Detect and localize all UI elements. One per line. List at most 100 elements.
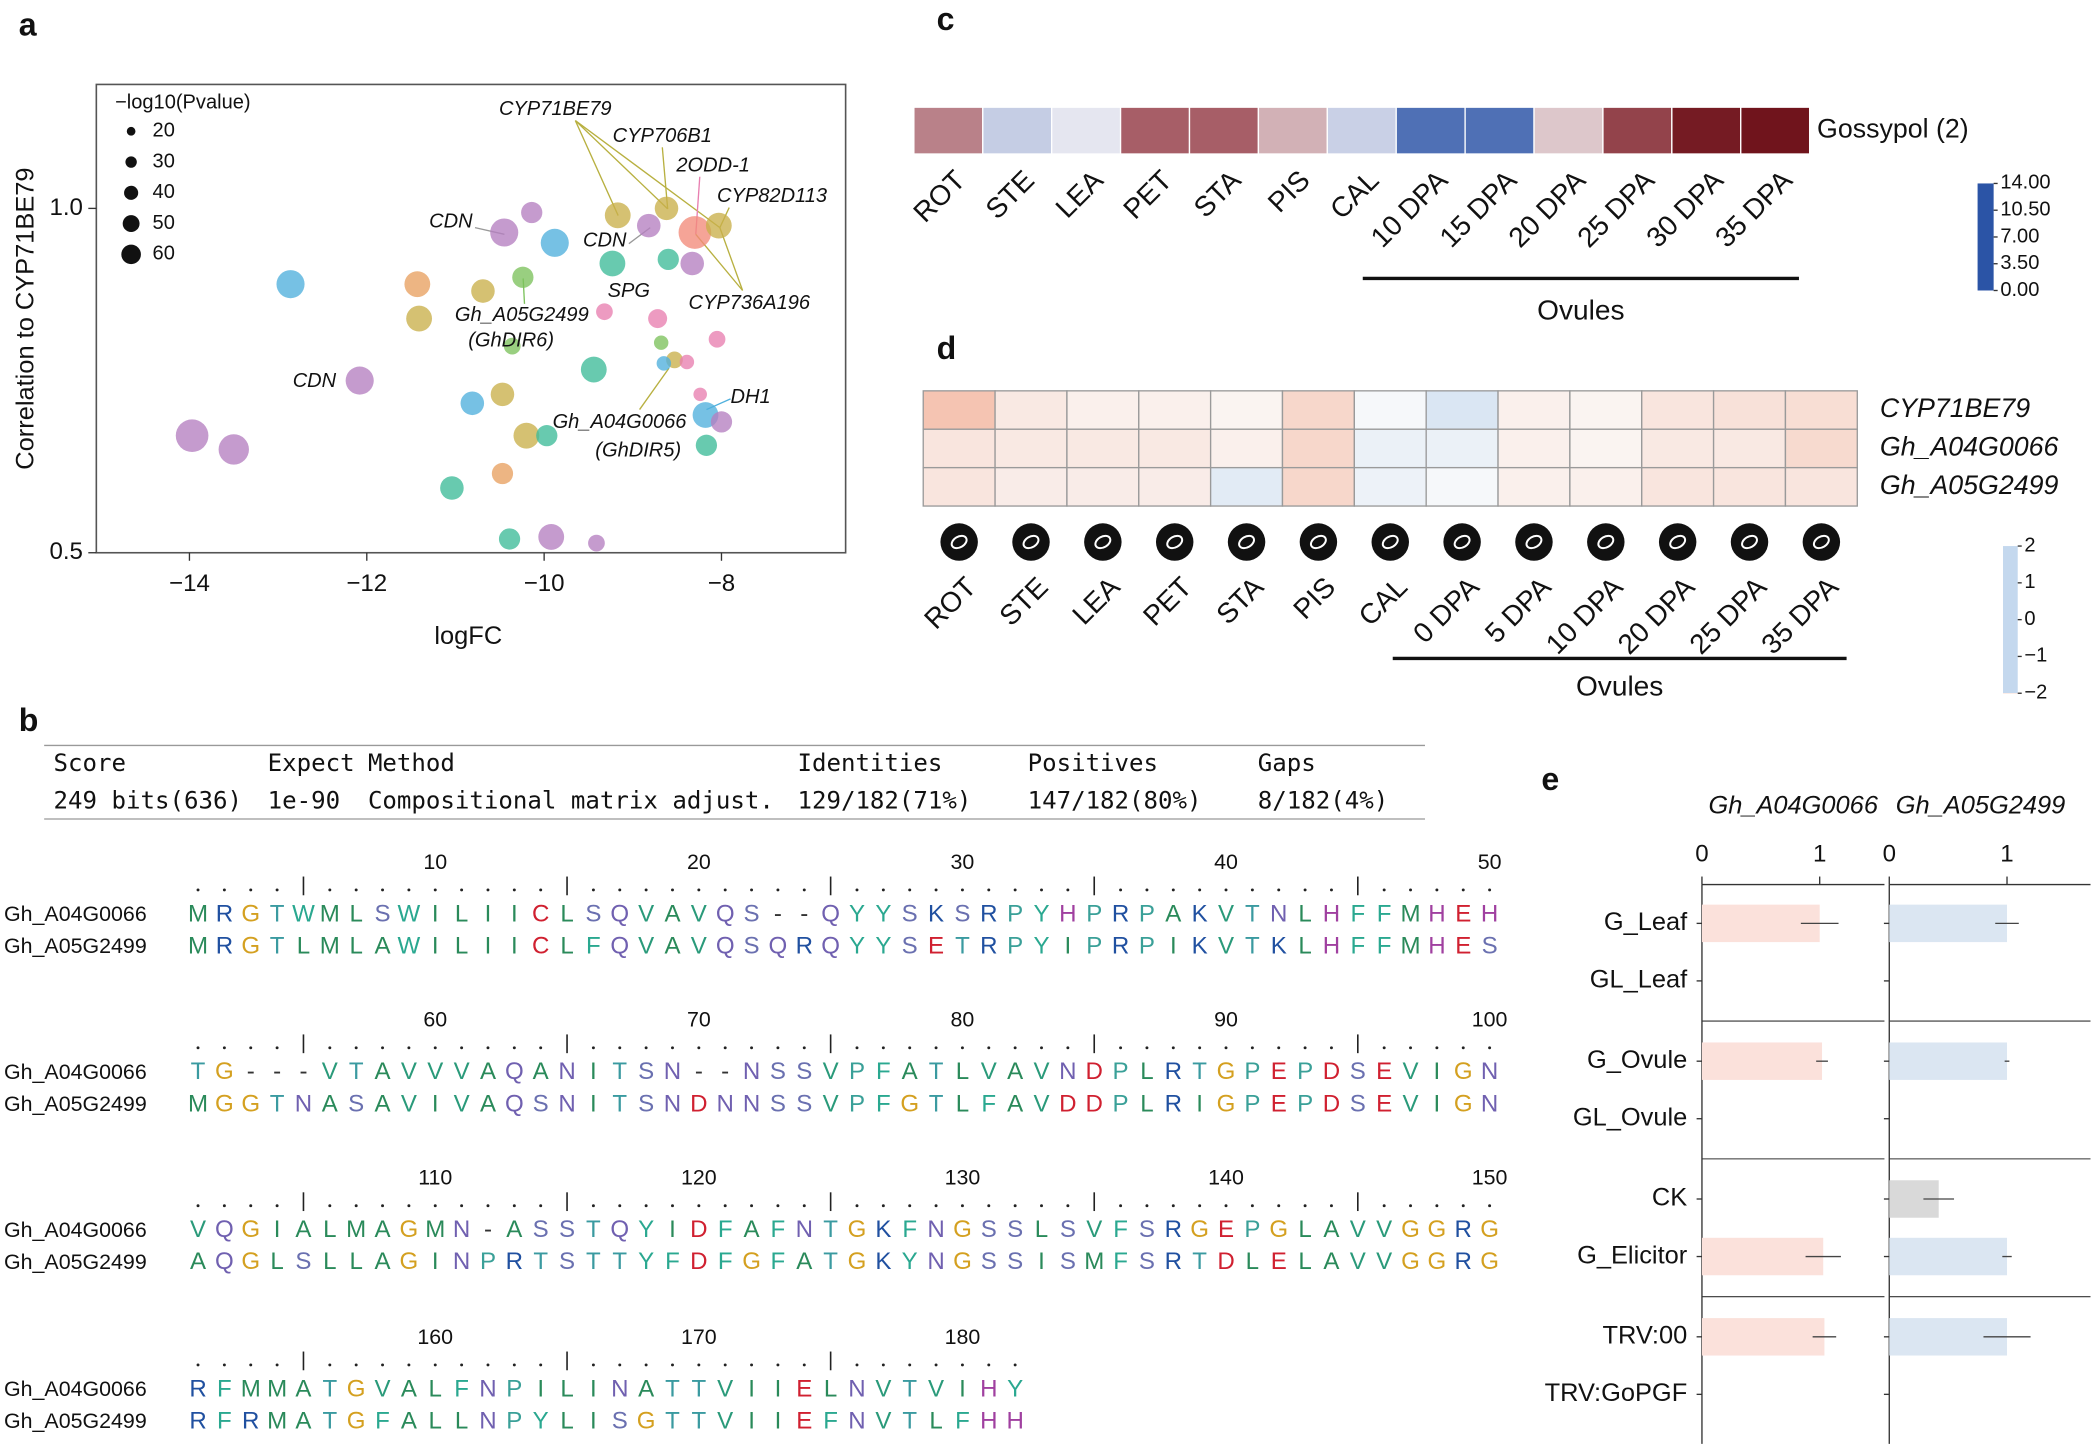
ruler-number: 150 <box>1472 1166 1508 1190</box>
residue: V <box>401 1091 417 1118</box>
residue: S <box>1139 1249 1155 1276</box>
residue: V <box>823 1059 839 1086</box>
ruler-dot <box>960 888 964 892</box>
ruler-dot <box>987 1046 991 1050</box>
residue: L <box>560 901 573 928</box>
ruler-dot <box>1382 1046 1386 1050</box>
ruler-dot <box>196 1046 200 1050</box>
bubble <box>490 382 515 407</box>
residue: S <box>902 901 918 928</box>
residue: A <box>295 1216 312 1243</box>
residue: D <box>690 1249 707 1276</box>
bubble <box>636 213 661 238</box>
residue: L <box>429 1408 442 1435</box>
residue: P <box>1113 1091 1129 1118</box>
ruler-dot <box>512 1204 516 1208</box>
tissue-icon-detail <box>1309 534 1327 550</box>
residue: R <box>1165 1249 1182 1276</box>
tissue-icon <box>1515 523 1553 561</box>
residue: S <box>295 1249 311 1276</box>
residue: F <box>1377 933 1392 960</box>
tissue-icon <box>1299 523 1338 561</box>
column-label: PET <box>1117 164 1178 225</box>
ruler-dot <box>644 1204 648 1208</box>
residue: A <box>375 1059 392 1086</box>
residue: S <box>770 1091 786 1118</box>
ruler-dot <box>934 1363 938 1367</box>
ruler-dot <box>697 1204 701 1208</box>
residue: Q <box>610 933 629 960</box>
residue: M <box>188 933 208 960</box>
residue: H <box>1323 901 1340 928</box>
ruler-dot <box>328 888 332 892</box>
x-axis-label: logFC <box>434 622 502 650</box>
ruler-dot <box>460 1363 464 1367</box>
residue: M <box>346 1216 366 1243</box>
residue: E <box>1218 1216 1234 1243</box>
heat-cell <box>1712 466 1787 507</box>
residue: G <box>1454 1091 1473 1118</box>
ruler-dot <box>750 1204 754 1208</box>
annotation: CYP706B1 <box>613 125 712 147</box>
category-label: G_Leaf <box>1604 908 1688 936</box>
residue: I <box>511 901 518 928</box>
tissue-icon <box>1227 523 1266 561</box>
residue: G <box>400 1216 419 1243</box>
residue: S <box>638 1091 654 1118</box>
column-label: STE <box>980 164 1041 225</box>
residue: A <box>664 933 681 960</box>
residue: H <box>1481 901 1498 928</box>
group-label: Ovules <box>1576 670 1663 701</box>
residue: V <box>981 1059 997 1086</box>
residue: N <box>558 1059 575 1086</box>
ruler-dot <box>1329 1046 1333 1050</box>
residue: N <box>848 1376 865 1403</box>
ruler-dot <box>987 1363 991 1367</box>
residue: E <box>1271 1091 1287 1118</box>
residue: V <box>427 1059 443 1086</box>
column-label: STA <box>1188 164 1247 223</box>
x-tick-label: −10 <box>524 570 565 597</box>
residue: M <box>320 933 340 960</box>
residue: M <box>320 901 340 928</box>
ruler-dot <box>591 1363 595 1367</box>
residue: T <box>823 1249 838 1276</box>
bubble <box>580 356 607 383</box>
ruler-number: 140 <box>1208 1166 1244 1190</box>
residue: L <box>1298 901 1311 928</box>
residue: S <box>744 901 760 928</box>
facet-title: Gh_A04G0066 <box>1708 792 1878 820</box>
residue: Q <box>821 901 840 928</box>
residue: N <box>558 1091 575 1118</box>
ruler-dot <box>1066 1204 1070 1208</box>
ruler-dot <box>934 888 938 892</box>
ruler-dot <box>512 888 516 892</box>
residue: T <box>823 1216 838 1243</box>
ruler-dot <box>1198 1204 1202 1208</box>
ruler-dot <box>354 1363 358 1367</box>
residue: G <box>1217 1091 1236 1118</box>
heat-cell <box>1641 428 1715 469</box>
colorbar-label: 3.50 <box>2000 252 2039 274</box>
ruler-dot <box>618 888 622 892</box>
ruler-dot <box>881 1363 885 1367</box>
residue: I <box>590 1376 597 1403</box>
ruler-dot <box>196 1204 200 1208</box>
residue: M <box>267 1408 287 1435</box>
residue: N <box>717 1091 734 1118</box>
residue: P <box>849 1091 865 1118</box>
ruler-dot <box>1382 888 1386 892</box>
residue: E <box>1376 1091 1392 1118</box>
residue: K <box>875 1216 891 1243</box>
residue: V <box>454 1091 470 1118</box>
size-legend-marker <box>122 215 140 233</box>
heat-cell <box>1353 390 1427 430</box>
residue: A <box>375 933 392 960</box>
residue: K <box>875 1249 891 1276</box>
residue: I <box>669 1216 676 1243</box>
residue: L <box>349 901 362 928</box>
panel-letter: c <box>937 1 955 37</box>
